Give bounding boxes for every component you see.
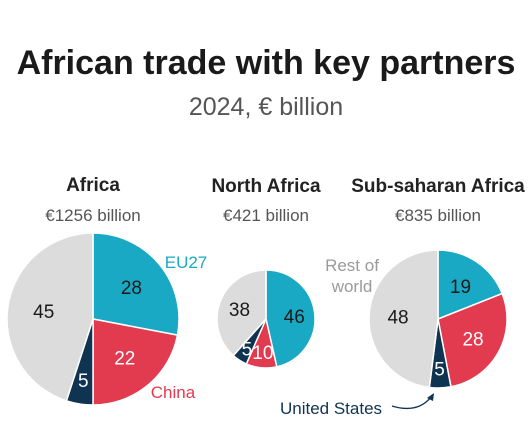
pie-title-north-africa: North Africa [211,176,321,197]
pie-label-africa-united-states: 5 [78,371,89,392]
annotation-united-states: United States [280,399,382,418]
annotation-arrowhead [427,393,434,401]
pie-slice-north-africa-eu27 [265,269,316,368]
pie-label-north-africa-united-states: 5 [242,340,253,361]
pie-label-africa-rest-of-world: 45 [33,302,54,323]
annotation-rest-of-world-line1: Rest of [325,256,379,275]
annotation-china: China [151,383,196,402]
pie-slice-north-africa-rest-of-world [216,269,267,357]
pie-label-north-africa-china: 10 [252,343,273,364]
pie-slice-africa-rest-of-world [6,232,94,402]
pie-label-sub-saharan-africa-united-states: 5 [434,360,445,381]
pie-label-north-africa-eu27: 46 [284,307,305,328]
pie-label-sub-saharan-africa-china: 28 [462,329,483,350]
chart-title: African trade with key partners [17,44,516,82]
annotation-rest-of-world-line2: world [331,277,373,296]
pie-slice-africa-eu27 [92,232,180,336]
pie-label-sub-saharan-africa-rest-of-world: 48 [387,307,408,328]
pie-title-africa: Africa [66,175,120,196]
pie-total-sub-saharan-africa: €835 billion [395,206,481,225]
pie-label-africa-eu27: 28 [121,278,142,299]
pie-slice-sub-saharan-africa-rest-of-world [368,249,439,389]
pie-label-north-africa-rest-of-world: 38 [229,300,250,321]
chart-subtitle: 2024, € billion [189,93,343,121]
pie-title-sub-saharan-africa: Sub-saharan Africa [351,176,525,197]
pie-slice-africa-china [92,318,179,406]
annotation-eu27: EU27 [165,253,208,272]
pie-label-africa-china: 22 [114,348,135,369]
pie-label-sub-saharan-africa-eu27: 19 [450,277,471,298]
pie-total-north-africa: €421 billion [223,206,309,225]
pie-slice-sub-saharan-africa-china [437,292,508,388]
pie-slice-sub-saharan-africa-eu27 [437,249,504,321]
pie-total-africa: €1256 billion [45,206,140,225]
annotation-arrow-line [391,395,433,410]
